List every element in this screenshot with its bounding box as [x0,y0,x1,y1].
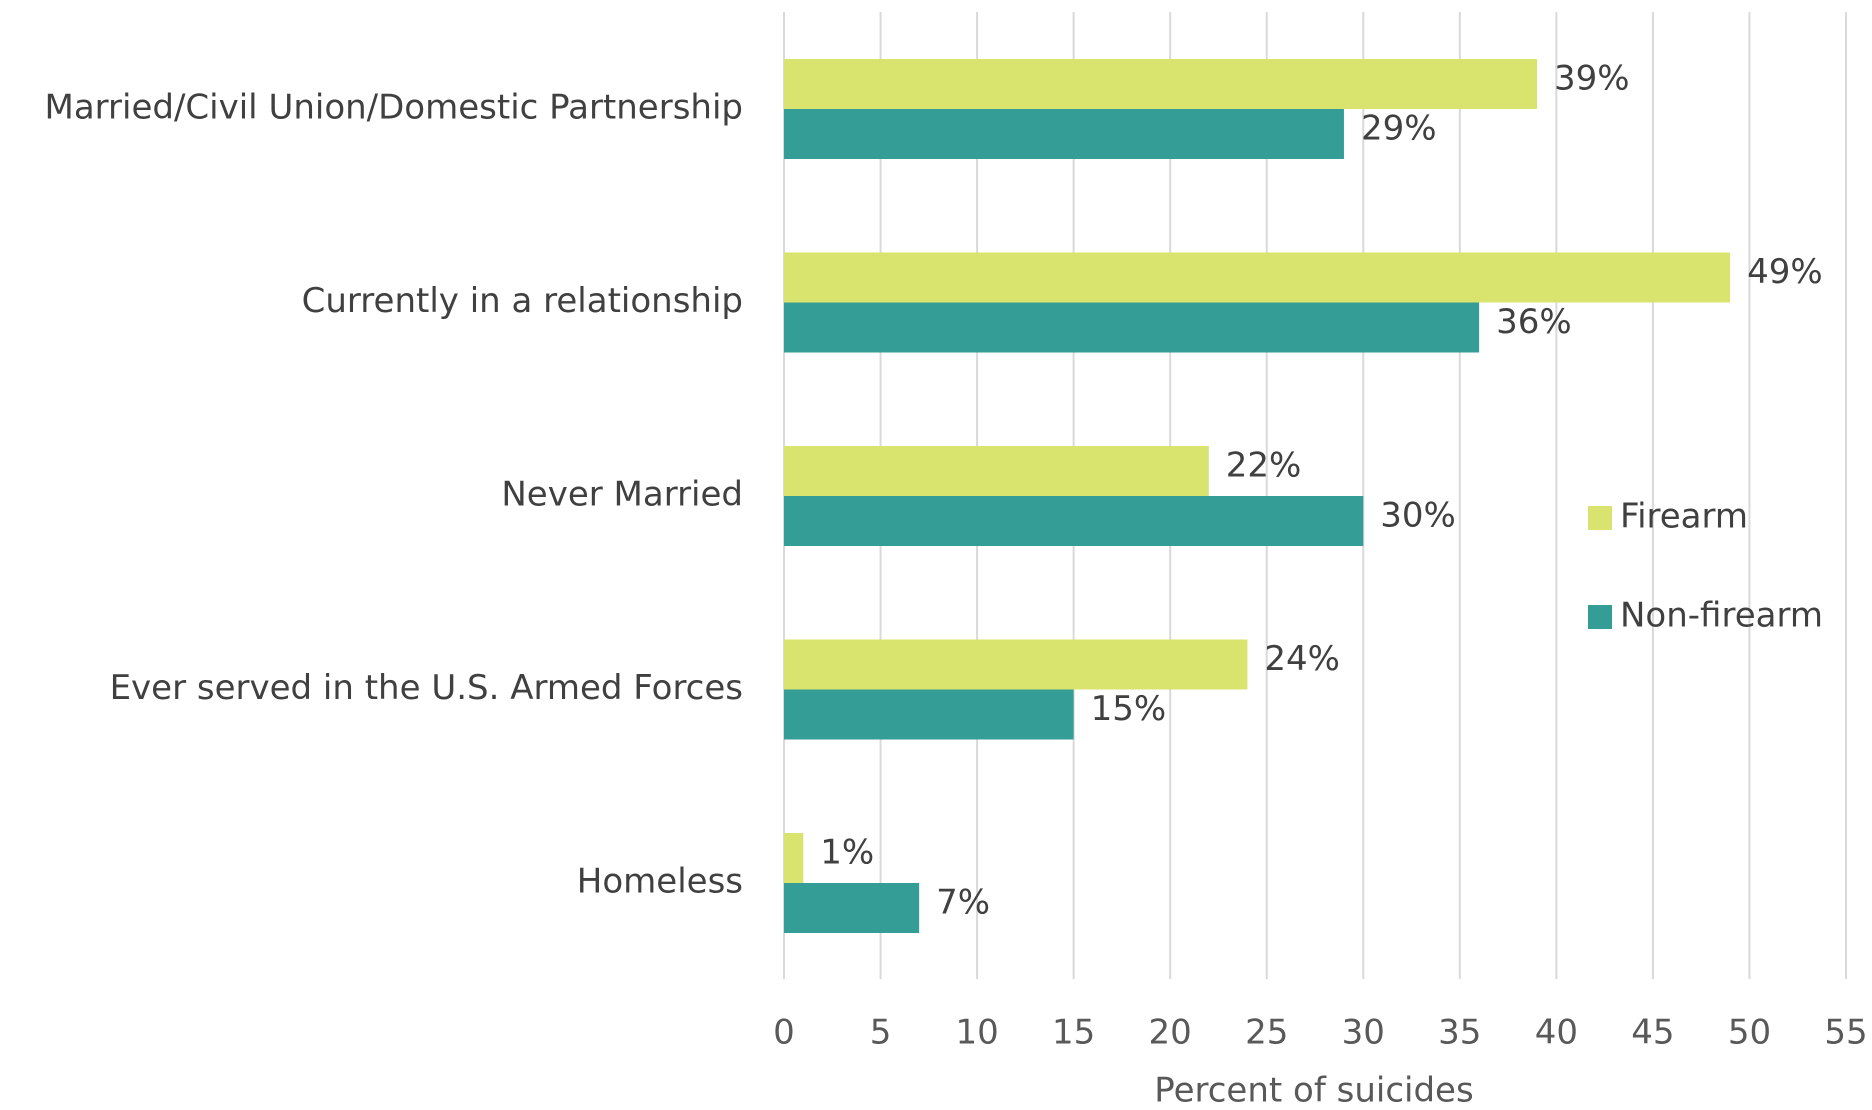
x-tick-label: 40 [1535,1013,1578,1053]
x-tick-label: 45 [1631,1013,1674,1053]
bar [784,639,1248,690]
x-tick-label: 50 [1728,1013,1771,1053]
y-tick-label: Homeless [577,862,743,902]
data-label: 22% [1226,446,1302,486]
legend-label: Firearm [1620,497,1748,537]
data-label: 7% [936,883,990,923]
x-axis-title: Percent of suicides [1154,1071,1473,1110]
x-tick-label: 30 [1342,1013,1385,1053]
y-tick-label: Never Married [501,475,743,515]
data-label: 24% [1264,639,1340,679]
bar [784,689,1074,740]
data-label: 29% [1361,109,1437,149]
x-tick-label: 35 [1438,1013,1481,1053]
bar [784,883,920,933]
legend-label: Non-firearm [1620,596,1823,636]
data-label: 36% [1496,302,1572,342]
bar [784,59,1538,109]
data-label: 39% [1554,59,1630,99]
data-label: 1% [820,833,874,873]
bar [784,446,1209,496]
x-tick-label: 20 [1149,1013,1192,1053]
x-tick-label: 0 [773,1013,795,1053]
x-tick-label: 25 [1245,1013,1288,1053]
y-tick-label: Married/Civil Union/Domestic Partnership [45,88,744,128]
data-label: 30% [1380,496,1456,536]
x-tick-label: 5 [870,1013,892,1053]
x-tick-label: 15 [1052,1013,1095,1053]
x-tick-label: 55 [1824,1013,1867,1053]
data-label: 49% [1747,252,1823,292]
legend-swatch [1588,506,1612,530]
y-tick-label: Ever served in the U.S. Armed Forces [110,668,743,708]
bar [784,302,1480,353]
data-label: 15% [1091,689,1167,729]
x-tick-label: 10 [955,1013,998,1053]
bar [784,109,1344,159]
bar [784,496,1364,546]
bar [784,252,1731,303]
y-tick-label: Currently in a relationship [302,281,743,321]
bar [784,833,804,883]
legend-swatch [1588,605,1612,629]
